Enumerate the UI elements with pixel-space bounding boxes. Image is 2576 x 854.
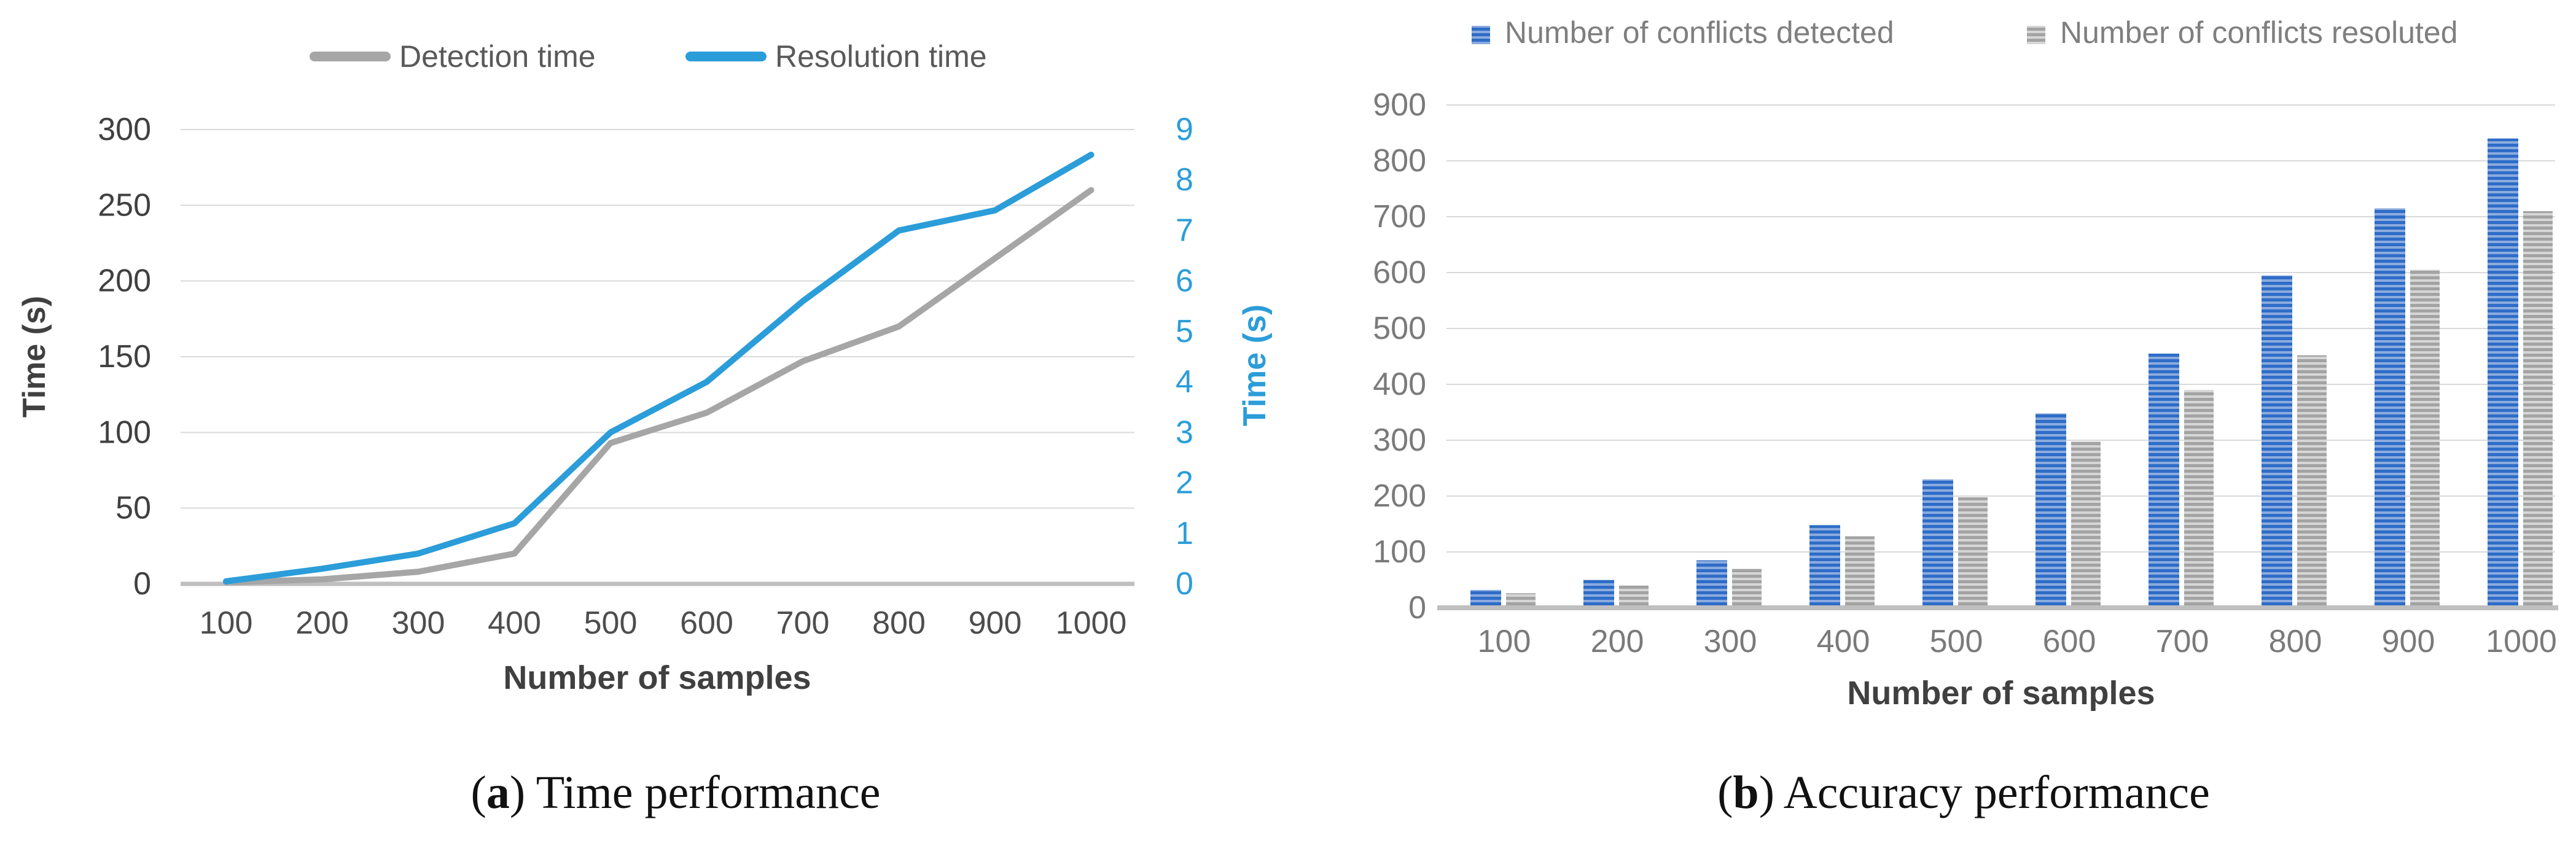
x-axis-tick-label: 500 [1930,624,1983,659]
x-axis-tick-label: 600 [2043,624,2096,659]
right-y-axis-tick-label: 3 [1176,414,1193,450]
caption-a-close: ) [509,767,526,818]
right-y-axis-title: Time (s) [1237,305,1273,426]
x-axis-tick-label: 700 [776,605,830,641]
bar-number-of-conflicts-resoluted-800 [2297,355,2327,608]
right-y-axis-tick-label: 7 [1176,212,1193,248]
bar-number-of-conflicts-resoluted-400 [1845,536,1875,608]
bar-number-of-conflicts-detected-400 [1809,525,1840,608]
legend-label-number-of-conflicts-detected: Number of conflicts detected [1505,15,1894,50]
x-axis-title: Number of samples [503,659,811,696]
right-y-axis-tick-label: 9 [1176,112,1193,147]
right-y-axis-tick-label: 1 [1176,516,1193,551]
left-y-axis-tick-label: 300 [98,112,151,147]
y-axis-tick-label: 300 [1373,422,1426,458]
x-axis-tick-label: 100 [200,605,253,641]
caption-b-open: ( [1717,767,1733,818]
bar-number-of-conflicts-detected-800 [2262,275,2292,608]
caption-b-letter: b [1733,767,1759,818]
y-axis-tick-label: 600 [1373,255,1426,290]
x-axis-tick-label: 1000 [2486,624,2557,659]
caption-b-close: ) [1758,767,1774,818]
right-y-axis-tick-label: 2 [1176,465,1193,501]
y-axis-tick-label: 0 [1408,590,1426,626]
x-axis-tick-label: 200 [295,605,349,641]
bar-number-of-conflicts-detected-300 [1696,560,1727,608]
bar-number-of-conflicts-detected-500 [1922,479,1953,608]
x-axis-tick-label: 700 [2156,624,2209,659]
y-axis-tick-label: 400 [1373,367,1426,402]
bar-number-of-conflicts-resoluted-600 [2071,441,2101,608]
bar-number-of-conflicts-detected-600 [2035,413,2066,608]
caption-a-letter: a [486,767,510,818]
caption-a-open: ( [470,767,486,818]
time-performance-chart: 0 50 100 150 200 250 300 0 1 2 3 4 5 6 7 8 9 100 200 300 400… [17,39,1273,696]
x-axis-tick-label: 900 [969,605,1022,641]
right-y-axis-tick-label: 4 [1176,364,1193,400]
x-axis-tick-label: 400 [1817,624,1870,659]
left-y-axis-tick-label: 100 [98,414,151,450]
caption-b: (b) Accuracy performance [1351,765,2576,821]
bar-number-of-conflicts-resoluted-500 [1958,497,1988,608]
x-axis-tick-label: 300 [392,605,445,641]
bar-number-of-conflicts-resoluted-300 [1732,569,1762,608]
left-y-axis-tick-label: 50 [115,491,151,526]
x-axis-tick-label: 900 [2382,624,2435,659]
x-axis-tick-label: 400 [488,605,541,641]
x-axis-tick-label: 300 [1704,624,1757,659]
y-axis-tick-label: 700 [1373,199,1426,235]
right-y-axis-tick-label: 8 [1176,162,1193,198]
accuracy-performance-chart: 0 100 200 300 400 500 600 700 800 900 100 200 300 400… [1373,15,2558,712]
caption-row: (a) Time performance (b) Accuracy perfor… [0,765,2576,821]
left-y-axis-title: Time (s) [17,296,52,417]
legend-label-detection-time: Detection time [399,39,596,74]
bar-number-of-conflicts-resoluted-700 [2184,390,2214,608]
x-axis-title: Number of samples [1847,675,2155,712]
bar-number-of-conflicts-resoluted-200 [1619,585,1649,608]
x-axis-tick-label: 600 [680,605,733,641]
y-axis-tick-label: 500 [1373,311,1426,346]
x-axis-tick-label: 1000 [1056,605,1127,641]
left-y-axis-tick-label: 150 [98,339,151,375]
caption-a-text: Time performance [525,767,881,818]
caption-a: (a) Time performance [0,765,1351,821]
y-axis-tick-label: 900 [1373,87,1426,123]
series-line-detection-time [223,187,1095,586]
left-y-axis-tick-label: 250 [98,187,151,223]
legend-label-number-of-conflicts-resoluted: Number of conflicts resoluted [2060,15,2458,50]
left-y-axis-tick-label: 200 [98,263,151,299]
left-y-axis-tick-label: 0 [133,566,151,602]
right-y-axis-tick-label: 0 [1176,566,1193,602]
legend-swatch-number-of-conflicts-detected [1472,26,1490,44]
x-axis-tick-label: 800 [2269,624,2322,659]
right-y-axis-tick-label: 5 [1176,314,1193,349]
right-y-axis-tick-label: 6 [1176,263,1193,299]
bar-number-of-conflicts-detected-100 [1470,589,1501,608]
legend-label-resolution-time: Resolution time [775,39,987,74]
x-axis-tick-label: 500 [584,605,638,641]
legend-swatch-number-of-conflicts-resoluted [2027,26,2045,44]
bar-number-of-conflicts-resoluted-100 [1506,593,1536,608]
y-axis-tick-label: 200 [1373,478,1426,514]
bar-number-of-conflicts-detected-200 [1583,580,1614,608]
series-line-resolution-time [223,152,1095,584]
bar-number-of-conflicts-detected-700 [2149,353,2179,608]
caption-b-text: Accuracy performance [1774,767,2210,818]
bar-number-of-conflicts-detected-900 [2375,208,2405,608]
bar-number-of-conflicts-resoluted-1000 [2523,211,2553,608]
x-axis-tick-label: 100 [1478,624,1531,659]
bar-number-of-conflicts-resoluted-900 [2410,270,2440,608]
bar-number-of-conflicts-detected-1000 [2488,138,2518,608]
x-axis-tick-label: 800 [872,605,926,641]
y-axis-tick-label: 100 [1373,534,1426,570]
x-axis-tick-label: 200 [1591,624,1644,659]
y-axis-tick-label: 800 [1373,143,1426,179]
